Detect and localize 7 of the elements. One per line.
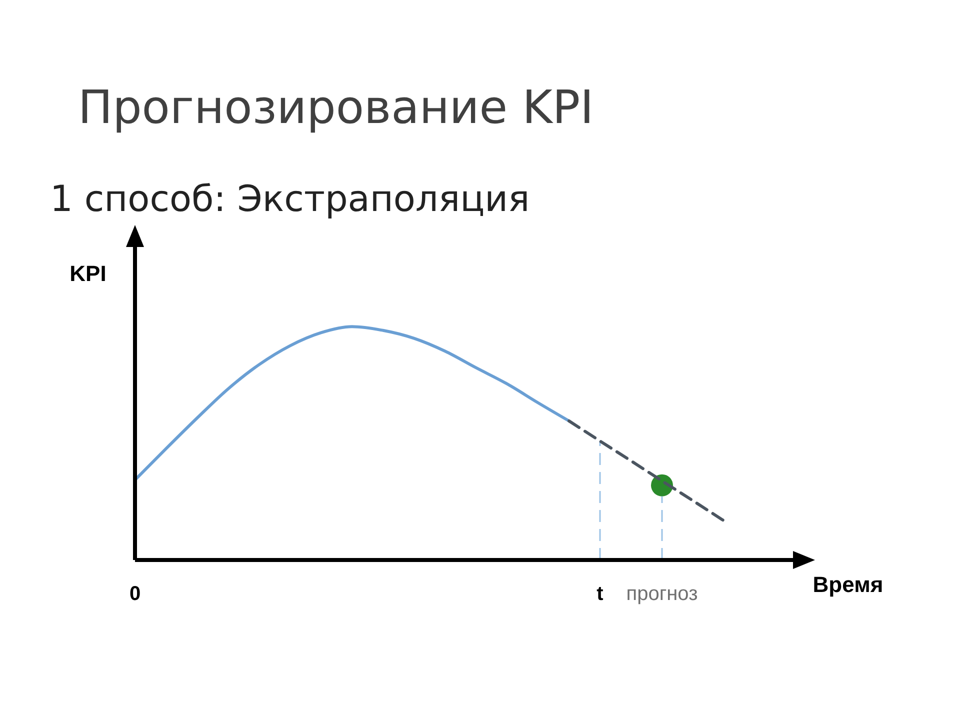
y-axis-title: KPI <box>70 261 106 286</box>
x-tick-label: прогноз <box>626 583 698 605</box>
chart-subtitle: 1 способ: Экстраполяция <box>50 179 530 220</box>
x-axis-title: Время <box>812 572 884 597</box>
x-tick-label: 0 <box>129 583 141 605</box>
chart-title: Прогнозирование KPI <box>78 80 594 134</box>
x-tick-label: t <box>596 583 604 605</box>
